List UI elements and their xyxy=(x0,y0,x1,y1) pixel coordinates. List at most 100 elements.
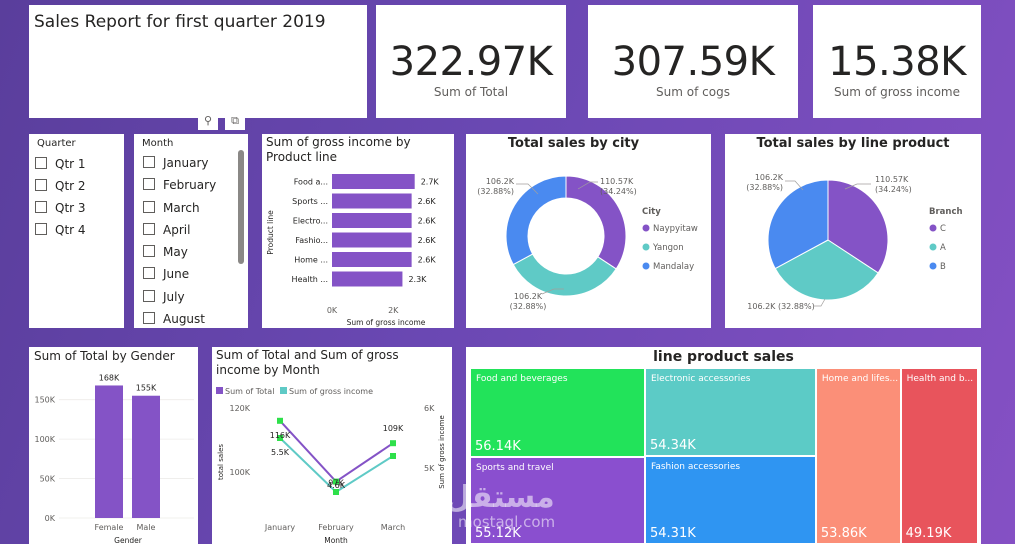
data-label: 5.5K xyxy=(271,448,290,457)
checkbox[interactable] xyxy=(143,290,155,302)
legend-marker xyxy=(929,243,937,251)
chart-title: line product sales xyxy=(653,349,794,365)
data-point xyxy=(390,440,396,447)
bar xyxy=(332,232,412,248)
tile-label: Home and lifes... xyxy=(821,374,899,384)
title-card: Sales Report for first quarter 2019 xyxy=(29,5,367,118)
treemap-tile-fashion[interactable]: Fashion accessories 54.31K xyxy=(645,456,816,544)
data-point xyxy=(333,478,339,485)
checkbox[interactable] xyxy=(35,157,47,169)
kpi-label: Sum of Total xyxy=(433,85,509,99)
checkbox[interactable] xyxy=(143,223,155,235)
chart-title: Sum of Total and Sum of gross income by … xyxy=(216,348,399,377)
series-line-total xyxy=(279,420,394,483)
checkbox[interactable] xyxy=(35,223,47,235)
leader-line xyxy=(516,183,539,195)
data-label: 116K xyxy=(270,431,291,440)
tile-value: 55.12K xyxy=(475,525,521,541)
data-label: (32.88%) xyxy=(510,302,547,311)
tick-label: 120K xyxy=(229,404,250,413)
slicer-item-february[interactable]: February xyxy=(143,177,216,193)
checkbox[interactable] xyxy=(143,312,155,324)
y-axis-label: total sales xyxy=(217,444,225,480)
kpi-card-total: 322.97K Sum of Total xyxy=(376,5,566,118)
slicer-item-qtr2[interactable]: Qtr 2 xyxy=(35,178,86,194)
checkbox[interactable] xyxy=(143,156,155,168)
category-label: Sports ... xyxy=(292,197,328,206)
leader-line xyxy=(844,183,871,190)
category-label: January xyxy=(264,523,296,532)
x-axis-label: Gender xyxy=(114,536,143,544)
total-by-gender-card: Sum of Total by Gender 0K 50K 100K 150K 168K… xyxy=(29,347,198,544)
legend-entry: B xyxy=(940,262,946,272)
x-axis-label: Sum of gross income xyxy=(347,318,426,327)
chart-title: Sum of gross income by Product line xyxy=(266,135,411,164)
slicer-item-may[interactable]: May xyxy=(143,244,188,260)
slicer-item-june[interactable]: June xyxy=(143,266,189,282)
legend-marker xyxy=(929,262,937,270)
chart-title: Total sales by line product xyxy=(756,136,950,151)
watermark: مستقل xyxy=(445,480,555,515)
category-label: February xyxy=(318,523,354,532)
gender-bar-chart: 0K 50K 100K 150K 168K Female 155K Male Gender xyxy=(34,373,194,544)
kpi-value: 307.59K xyxy=(611,39,775,85)
tick-label: 2K xyxy=(388,306,399,315)
data-label: 2.6K xyxy=(418,256,437,265)
chart-title: Sum of Total by Gender xyxy=(34,349,175,363)
legend-entry: Yangon xyxy=(652,243,684,253)
kpi-label: Sum of gross income xyxy=(833,85,960,99)
data-label: 106.2K xyxy=(755,173,784,182)
scrollbar[interactable] xyxy=(238,150,244,264)
tick-label: 50K xyxy=(40,475,56,484)
pie-slice xyxy=(505,175,567,266)
data-label: (32.88%) xyxy=(746,183,783,192)
data-label: 106.2K (32.88%) xyxy=(747,302,814,311)
slicer-item-qtr3[interactable]: Qtr 3 xyxy=(35,200,86,216)
category-label: Health ... xyxy=(292,275,328,284)
checkbox[interactable] xyxy=(143,245,155,257)
data-point xyxy=(277,417,283,424)
leader-line xyxy=(813,298,826,307)
leader-line xyxy=(541,288,564,295)
legend-entry: C xyxy=(940,224,946,234)
slicer-item-january[interactable]: January xyxy=(143,155,209,171)
kpi-card-gross-income: 15.38K Sum of gross income xyxy=(813,5,981,118)
data-label: (34.24%) xyxy=(600,187,637,196)
treemap-tile-home[interactable]: Home and lifes... 53.86K xyxy=(815,368,901,544)
slicer-header: Month xyxy=(142,138,174,149)
bar xyxy=(132,395,160,518)
category-label: Male xyxy=(137,523,156,532)
checkbox[interactable] xyxy=(143,267,155,279)
checkbox[interactable] xyxy=(35,201,47,213)
bar xyxy=(332,174,415,189)
bar xyxy=(332,193,412,209)
checkbox[interactable] xyxy=(143,178,155,190)
slicer-item-qtr4[interactable]: Qtr 4 xyxy=(35,222,86,238)
legend-marker xyxy=(642,224,650,232)
tile-value: 54.34K xyxy=(650,438,696,454)
treemap-tile-sports[interactable]: Sports and travel 55.12K xyxy=(470,456,645,544)
focus-mode-icon[interactable]: ⧉ xyxy=(225,114,245,130)
month-slicer: Month January February March April May J… xyxy=(134,134,248,328)
checkbox[interactable] xyxy=(35,179,47,191)
checkbox[interactable] xyxy=(143,201,155,213)
slicer-item-qtr1[interactable]: Qtr 1 xyxy=(35,156,86,172)
slicer-item-april[interactable]: April xyxy=(143,222,190,238)
pie-slice xyxy=(767,179,829,270)
tick-label: 6K xyxy=(424,404,435,413)
leader-line xyxy=(785,180,804,191)
bar xyxy=(95,385,123,518)
slicer-item-march[interactable]: March xyxy=(143,200,200,216)
tile-value: 49.19K xyxy=(905,526,952,541)
branch-pie-chart: Branch CAB 110.57K(34.24%) 106.2K(32.88%) 10… xyxy=(746,173,962,311)
slicer-item-august[interactable]: August xyxy=(143,311,205,327)
slicer-item-july[interactable]: July xyxy=(143,289,185,305)
treemap-tile-food[interactable]: Food and beverages 56.14K xyxy=(470,368,645,457)
treemap-tile-health[interactable]: Health and b... 49.19K xyxy=(900,368,978,544)
tick-label: 100K xyxy=(34,435,55,444)
filter-icon[interactable]: ⚲ xyxy=(198,114,218,130)
report-title: Sales Report for first quarter 2019 xyxy=(34,12,326,32)
treemap-tile-electronic[interactable]: Electronic accessories 54.34K xyxy=(645,368,816,457)
leader-line xyxy=(577,181,598,190)
tile-label: Health and b... xyxy=(906,374,974,384)
